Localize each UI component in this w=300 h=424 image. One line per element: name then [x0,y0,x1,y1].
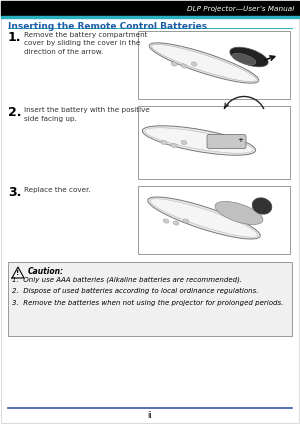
Text: 3.: 3. [8,186,21,199]
Text: 3.  Remove the batteries when not using the projector for prolonged periods.: 3. Remove the batteries when not using t… [12,300,284,306]
Text: 2.  Dispose of used batteries according to local ordinance regulations.: 2. Dispose of used batteries according t… [12,288,259,294]
Ellipse shape [148,197,260,239]
Ellipse shape [232,53,256,65]
Ellipse shape [183,219,189,223]
FancyBboxPatch shape [207,134,246,148]
Bar [138,186,290,254]
Bar [1,16,299,18]
Text: !: ! [16,270,20,276]
Ellipse shape [163,219,169,223]
Text: Insert the battery with the positive
side facing up.: Insert the battery with the positive sid… [24,107,150,122]
Bar [138,31,290,99]
Ellipse shape [161,140,167,145]
Ellipse shape [230,47,268,67]
Text: +: + [237,137,243,143]
Text: DLP Projector—User’s Manual: DLP Projector—User’s Manual [187,6,294,12]
Ellipse shape [142,126,256,155]
Text: ii: ii [148,410,152,419]
Text: Remove the battery compartment
cover by sliding the cover in the
direction of th: Remove the battery compartment cover by … [24,32,148,55]
Text: Caution:: Caution: [28,267,64,276]
Text: 1.  Only use AAA batteries (Alkaline batteries are recommended).: 1. Only use AAA batteries (Alkaline batt… [12,276,242,283]
Ellipse shape [145,128,253,153]
Ellipse shape [152,45,256,82]
Ellipse shape [150,199,258,237]
Text: 1.: 1. [8,31,22,44]
Text: 2.: 2. [8,106,22,119]
Bar [1,1,299,16]
Bar [138,106,290,179]
Ellipse shape [215,201,263,225]
Text: Inserting the Remote Control Batteries: Inserting the Remote Control Batteries [8,22,207,31]
Ellipse shape [191,62,197,66]
Ellipse shape [181,140,187,145]
Ellipse shape [171,143,177,148]
Ellipse shape [173,221,179,225]
Ellipse shape [181,64,187,68]
Bar [8,262,292,336]
Ellipse shape [149,43,259,83]
Polygon shape [12,267,24,278]
Ellipse shape [252,198,272,214]
Ellipse shape [171,62,177,66]
Text: Replace the cover.: Replace the cover. [24,187,91,193]
